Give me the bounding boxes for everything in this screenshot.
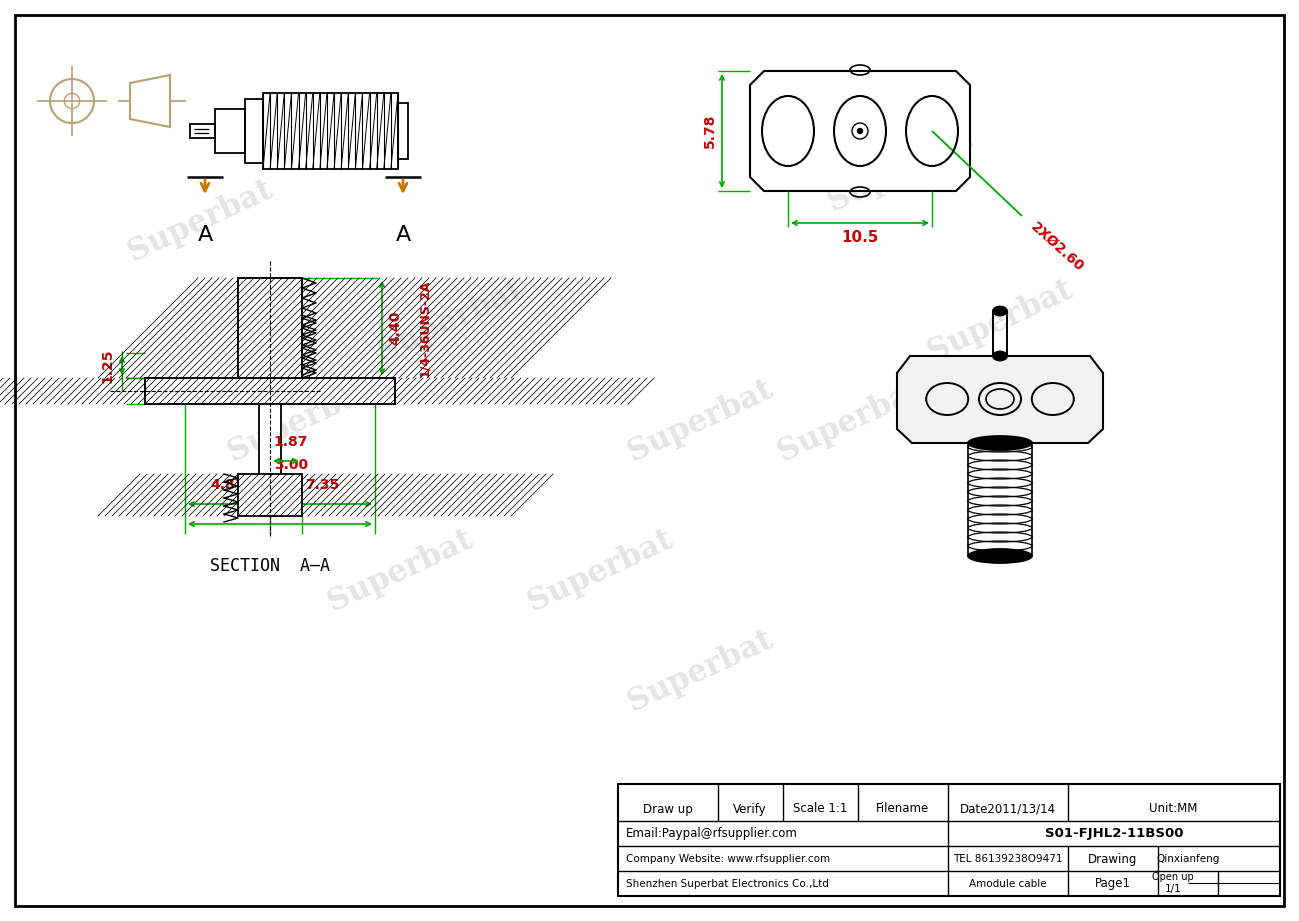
Text: 3.00: 3.00 [274, 458, 308, 472]
Text: Open up: Open up [1152, 872, 1194, 882]
Text: Page1: Page1 [1095, 878, 1131, 891]
Bar [246, 99, 262, 163]
Text: Drawing: Drawing [1089, 853, 1138, 866]
Text: Superbat: Superbat [922, 274, 1077, 368]
Text: 10.5: 10.5 [842, 229, 878, 244]
Text: Company Website: www.rfsupplier.com: Company Website: www.rfsupplier.com [626, 854, 830, 864]
Text: Superbat: Superbat [373, 274, 527, 368]
Text: Superbat: Superbat [322, 524, 478, 618]
Ellipse shape [968, 436, 1031, 450]
Text: Date2011/13/14: Date2011/13/14 [960, 802, 1056, 815]
Text: Amodule cable: Amodule cable [969, 879, 1047, 889]
Text: Email:Paypal@rfsupplier.com: Email:Paypal@rfsupplier.com [626, 827, 798, 841]
Text: 1/1: 1/1 [1165, 884, 1181, 894]
Text: Superbat: Superbat [773, 374, 927, 468]
Bar [216, 109, 246, 153]
Text: Superbat: Superbat [222, 374, 378, 468]
Text: Verify: Verify [733, 802, 766, 815]
Bar [618, 784, 1280, 896]
Bar [262, 93, 397, 169]
Text: 1.87: 1.87 [274, 435, 308, 449]
Circle shape [857, 129, 863, 134]
Text: S01-FJHL2-11BS00: S01-FJHL2-11BS00 [1044, 827, 1183, 841]
Text: 1/4-36UNS-2A: 1/4-36UNS-2A [418, 279, 431, 377]
Ellipse shape [992, 307, 1007, 316]
Polygon shape [898, 356, 1103, 443]
Text: Qinxianfeng: Qinxianfeng [1156, 854, 1220, 864]
Bar [145, 378, 395, 404]
Ellipse shape [968, 549, 1031, 563]
Text: 1.25: 1.25 [100, 348, 114, 383]
Text: Superbat: Superbat [622, 624, 778, 718]
Text: Filename: Filename [877, 802, 930, 815]
Text: Superbat: Superbat [522, 524, 678, 618]
Text: Superbat: Superbat [622, 374, 778, 468]
Text: A: A [395, 225, 410, 245]
Bar [259, 404, 281, 516]
Text: Superbat: Superbat [822, 124, 977, 218]
Text: 2XØ2.60: 2XØ2.60 [1028, 220, 1086, 274]
Text: A: A [197, 225, 213, 245]
Bar [238, 278, 301, 378]
Text: Unit:MM: Unit:MM [1148, 802, 1198, 815]
Polygon shape [750, 71, 970, 191]
Text: 5.78: 5.78 [703, 114, 717, 148]
Bar [992, 311, 1007, 356]
Text: TEL 86139238O9471: TEL 86139238O9471 [953, 854, 1063, 864]
Text: SECTION  A—A: SECTION A—A [210, 557, 330, 575]
Text: 7.35: 7.35 [305, 478, 339, 492]
Bar [397, 103, 408, 159]
Text: Superbat: Superbat [122, 174, 278, 268]
Text: Scale 1:1: Scale 1:1 [792, 802, 847, 815]
Text: Draw up: Draw up [643, 802, 692, 815]
Text: 12.22: 12.22 [259, 498, 303, 512]
Text: Shenzhen Superbat Electronics Co.,Ltd: Shenzhen Superbat Electronics Co.,Ltd [626, 879, 829, 889]
Text: 4.87: 4.87 [210, 478, 244, 492]
Text: 4.40: 4.40 [388, 310, 401, 345]
Ellipse shape [992, 352, 1007, 360]
Bar [190, 124, 216, 138]
Bar [238, 474, 301, 516]
